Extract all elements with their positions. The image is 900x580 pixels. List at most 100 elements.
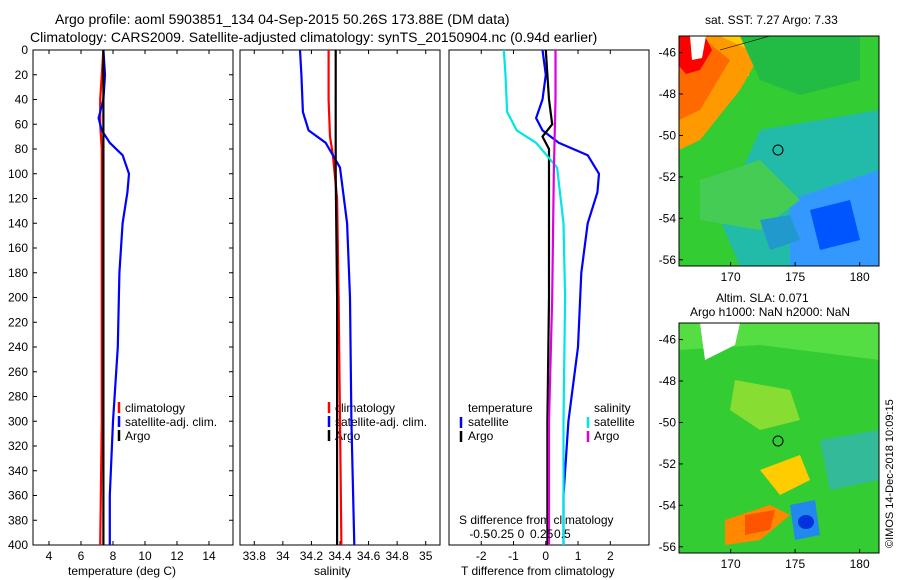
sla-title-2: Argo h1000: NaN h2000: NaN bbox=[690, 305, 850, 319]
x-tick-label: 14 bbox=[202, 549, 216, 563]
depth-tick-label: 320 bbox=[8, 439, 28, 453]
series-line bbox=[547, 50, 557, 545]
x-tick-label: 34.4 bbox=[328, 549, 352, 563]
lat-tick-label: -52 bbox=[659, 457, 677, 471]
legend-temp-satellite: satellite bbox=[468, 415, 509, 429]
depth-tick-label: 20 bbox=[15, 68, 29, 82]
depth-tick-label: 180 bbox=[8, 266, 28, 280]
x-tick-label: 35 bbox=[419, 549, 433, 563]
series-line bbox=[541, 49, 554, 545]
series-line bbox=[99, 49, 105, 546]
lat-tick-label: -54 bbox=[659, 211, 677, 225]
lat-tick-label: -56 bbox=[659, 540, 677, 554]
depth-tick-label: 140 bbox=[8, 216, 28, 230]
legend-satellite-adj: satellite-adj. clim. bbox=[125, 415, 217, 429]
x-tick-label: 34 bbox=[276, 549, 290, 563]
lat-tick-label: -48 bbox=[659, 374, 677, 388]
sla-title-1: Altim. SLA: 0.071 bbox=[716, 291, 809, 305]
lon-tick-label: 175 bbox=[785, 270, 805, 284]
depth-tick-label: 0 bbox=[21, 43, 28, 57]
depth-tick-label: 380 bbox=[8, 513, 28, 527]
sst-map: sat. SST: 7.27 Argo: 7.33 -46 -48 -50 -52 -5… bbox=[659, 13, 880, 284]
lat-tick-label: -50 bbox=[659, 415, 677, 429]
x-tick-label: 12 bbox=[170, 549, 184, 563]
salinity-xlabel: salinity bbox=[314, 564, 351, 578]
depth-tick-label: 80 bbox=[15, 142, 29, 156]
depth-tick-label: 300 bbox=[8, 414, 28, 428]
depth-tick-label: 280 bbox=[8, 390, 28, 404]
legend-temperature-title: temperature bbox=[468, 401, 533, 415]
depth-tick-label: 240 bbox=[8, 340, 28, 354]
x-tick-label: 2 bbox=[607, 549, 614, 563]
lon-tick-label: 170 bbox=[721, 270, 741, 284]
legend-argo: Argo bbox=[335, 429, 361, 443]
depth-tick-label: 360 bbox=[8, 489, 28, 503]
lat-tick-label: -50 bbox=[659, 128, 677, 142]
x-tick-label: 34.2 bbox=[300, 549, 324, 563]
title-line-2: Climatology: CARS2009. Satellite-adjuste… bbox=[30, 29, 597, 45]
x-tick-label: 34.6 bbox=[357, 549, 381, 563]
lat-tick-label: -48 bbox=[659, 87, 677, 101]
x-tick-label: -2 bbox=[476, 549, 487, 563]
x-tick-label: 8 bbox=[110, 549, 117, 563]
series-line bbox=[502, 49, 567, 545]
difference-plot: -2 -1 0 1 2-0.5-0.25 0 0.25 0.5 bbox=[469, 49, 614, 563]
depth-tick-label: 260 bbox=[8, 365, 28, 379]
x-tick-label: 33.8 bbox=[243, 549, 267, 563]
lon-tick-label: 180 bbox=[850, 270, 870, 284]
difference-legend: temperature satellite Argo salinity sate… bbox=[459, 401, 635, 443]
depth-tick-label: 200 bbox=[8, 291, 28, 305]
s-tick-label: 0 bbox=[518, 527, 525, 541]
x-tick-label: -1 bbox=[508, 549, 519, 563]
lon-tick-label: 175 bbox=[785, 557, 805, 571]
legend-temp-argo: Argo bbox=[468, 429, 494, 443]
x-tick-label: 1 bbox=[575, 549, 582, 563]
s-difference-label: S difference from climatology bbox=[459, 513, 614, 527]
temperature-plot: 4 6 8 10 12 14 bbox=[46, 49, 216, 563]
depth-tick-label: 120 bbox=[8, 192, 28, 206]
legend-satellite-adj: satellite-adj. clim. bbox=[335, 415, 427, 429]
series-line bbox=[334, 50, 339, 545]
x-tick-label: 34.8 bbox=[385, 549, 409, 563]
lon-tick-label: 170 bbox=[721, 557, 741, 571]
legend-sal-argo: Argo bbox=[594, 429, 620, 443]
watermark: ©IMOS 14-Dec-2018 10:09:15 bbox=[884, 399, 896, 548]
lon-tick-label: 180 bbox=[850, 557, 870, 571]
salinity-plot: 33.8 34 34.2 34.4 34.6 34.8 35 bbox=[243, 49, 433, 563]
depth-tick-label: 100 bbox=[8, 167, 28, 181]
s-tick-label: -0.5 bbox=[469, 527, 490, 541]
x-tick-label: 0 bbox=[542, 549, 549, 563]
depth-tick-label: 40 bbox=[15, 93, 29, 107]
s-tick-label: -0.25 bbox=[487, 527, 515, 541]
depth-tick-label: 160 bbox=[8, 241, 28, 255]
depth-tick-label: 60 bbox=[15, 117, 29, 131]
depth-tick-label: 400 bbox=[8, 538, 28, 552]
depth-tick-label: 340 bbox=[8, 464, 28, 478]
temperature-legend: climatology satellite-adj. clim. Argo bbox=[117, 401, 217, 443]
lat-tick-label: -46 bbox=[659, 333, 677, 347]
legend-climatology: climatology bbox=[335, 401, 395, 415]
series-line bbox=[534, 49, 601, 545]
lat-tick-label: -54 bbox=[659, 498, 677, 512]
lat-tick-label: -56 bbox=[659, 253, 677, 267]
title-line-1: Argo profile: aoml 5903851_134 04-Sep-20… bbox=[55, 11, 510, 27]
x-tick-label: 4 bbox=[46, 549, 53, 563]
temperature-xlabel: temperature (deg C) bbox=[68, 564, 176, 578]
difference-xlabel: T difference from climatology bbox=[461, 564, 615, 578]
series-line bbox=[97, 49, 131, 545]
x-tick-label: 6 bbox=[78, 549, 85, 563]
sst-map-title: sat. SST: 7.27 Argo: 7.33 bbox=[705, 13, 838, 27]
legend-argo: Argo bbox=[125, 429, 151, 443]
series-line bbox=[298, 49, 356, 546]
sla-map: Altim. SLA: 0.071 Argo h1000: NaN h2000:… bbox=[659, 291, 880, 571]
salinity-legend: climatology satellite-adj. clim. Argo bbox=[327, 401, 427, 443]
lat-tick-label: -46 bbox=[659, 46, 677, 60]
x-tick-label: 10 bbox=[138, 549, 152, 563]
legend-salinity-title: salinity bbox=[594, 401, 631, 415]
s-tick-label: 0.5 bbox=[554, 527, 571, 541]
depth-tick-label: 220 bbox=[8, 315, 28, 329]
legend-sal-satellite: satellite bbox=[594, 415, 635, 429]
lat-tick-label: -52 bbox=[659, 170, 677, 184]
s-tick-label: 0.25 bbox=[530, 527, 554, 541]
